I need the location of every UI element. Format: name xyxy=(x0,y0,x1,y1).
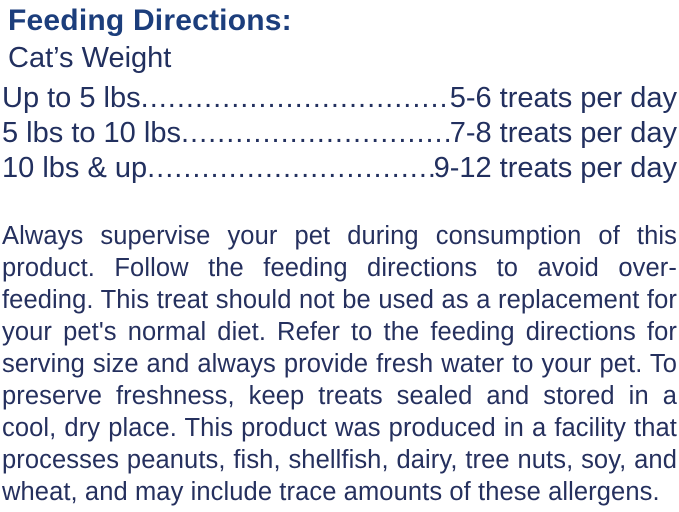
treats-per-day: 5-6 treats per day xyxy=(449,82,677,114)
cats-weight-label: Cat’s Weight xyxy=(8,42,172,74)
dot-leader: ........................................… xyxy=(147,152,434,184)
supervision-disclaimer-paragraph: Always supervise your pet during consump… xyxy=(2,222,677,506)
feeding-row-5-to-10-lbs: 5 lbs to 10 lbs ........................… xyxy=(2,116,677,151)
dot-leader: ........................................… xyxy=(180,117,450,149)
weight-range: Up to 5 lbs xyxy=(2,82,141,114)
weight-range: 5 lbs to 10 lbs xyxy=(2,117,181,149)
feeding-row-up-to-5-lbs: Up to 5 lbs ............................… xyxy=(2,81,677,116)
not-for-human-consumption-warning: NOT FOR HUMAN CONSUMPTION xyxy=(2,509,677,512)
feeding-row-10-lbs-and-up: 10 lbs & up ............................… xyxy=(2,151,677,186)
feeding-directions-title: Feeding Directions: xyxy=(8,4,292,37)
dot-leader: ........................................… xyxy=(140,82,450,114)
feeding-table: Up to 5 lbs ............................… xyxy=(2,81,677,186)
treats-per-day: 9-12 treats per day xyxy=(433,152,677,184)
treats-per-day: 7-8 treats per day xyxy=(449,117,677,149)
weight-range: 10 lbs & up xyxy=(2,152,148,184)
